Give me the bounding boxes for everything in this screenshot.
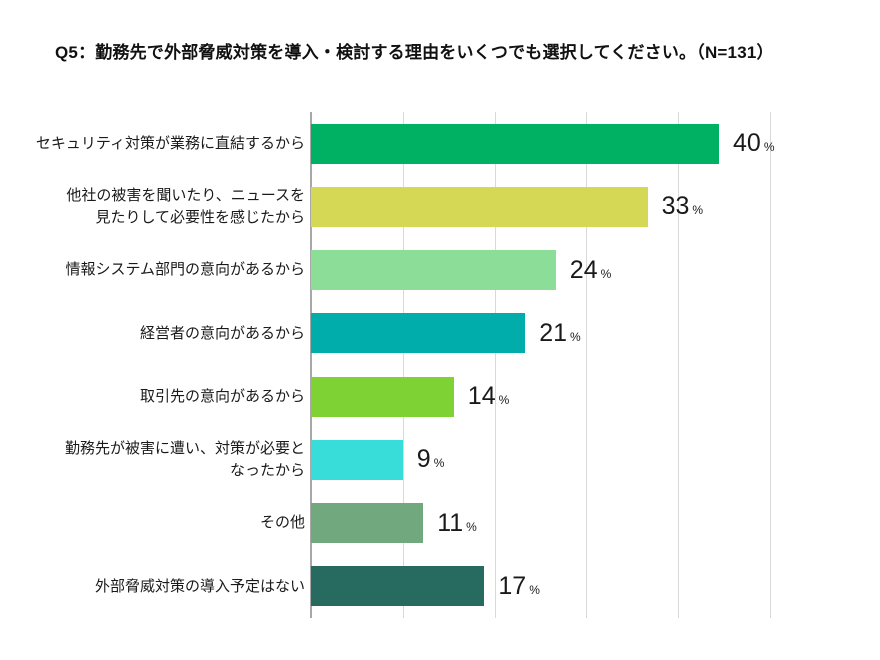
value-number: 33 <box>661 192 690 221</box>
category-label: 勤務先が被害に遭い、対策が必要と なったから <box>64 440 305 479</box>
bar <box>311 186 648 227</box>
bar <box>311 566 485 607</box>
value-label: 21% <box>539 302 580 365</box>
bar <box>311 123 719 164</box>
category-label: 他社の被害を聞いたり、ニュースを 見たりして必要性を感じたから <box>66 187 305 226</box>
percent-sign: % <box>570 329 581 344</box>
bar-chart: セキュリティ対策が業務に直結するから 40% 他社の被害を聞いたり、ニュースを … <box>0 112 880 618</box>
gridline <box>770 112 771 618</box>
category-label: 取引先の意向があるから <box>139 387 305 405</box>
chart-title: Q5：勤務先で外部脅威対策を導入・検討する理由をいくつでも選択してください。（N… <box>55 43 774 62</box>
percent-sign: % <box>600 266 612 281</box>
category-label: セキュリティ対策が業務に直結するから <box>35 134 305 152</box>
gridline <box>402 112 404 618</box>
percent-sign: % <box>466 519 477 534</box>
gridlines <box>310 112 771 618</box>
bar <box>311 313 526 354</box>
value-number: 14 <box>467 382 496 411</box>
percent-sign: % <box>433 456 445 471</box>
bar <box>311 250 556 291</box>
chart-row: セキュリティ対策が業務に直結するから 40% <box>0 112 880 175</box>
value-label: 24% <box>570 239 611 302</box>
chart-row: その他 11% <box>0 492 880 555</box>
value-label: 14% <box>468 365 509 428</box>
percent-sign: % <box>763 140 775 155</box>
value-number: 11 <box>437 508 464 537</box>
value-label: 17% <box>498 555 539 618</box>
value-label: 9% <box>417 428 445 491</box>
value-label: 33% <box>662 175 703 238</box>
category-label: 経営者の意向があるから <box>139 324 305 342</box>
percent-sign: % <box>529 582 540 597</box>
value-number: 17 <box>498 571 527 600</box>
value-number: 24 <box>569 255 598 284</box>
y-axis-line <box>310 112 312 618</box>
category-label: 情報システム部門の意向があるから <box>65 261 305 279</box>
value-number: 21 <box>539 318 567 347</box>
value-label: 11% <box>437 492 477 555</box>
percent-sign: % <box>498 393 510 408</box>
chart-row: 他社の被害を聞いたり、ニュースを 見たりして必要性を感じたから 33% <box>0 175 880 238</box>
gridline <box>586 112 588 618</box>
category-label: 外部脅威対策の導入予定はない <box>94 577 305 595</box>
bar <box>311 376 454 417</box>
gridline <box>494 112 496 618</box>
value-number: 9 <box>416 445 431 474</box>
chart-row: 勤務先が被害に遭い、対策が必要と なったから 9% <box>0 428 880 491</box>
chart-row: 経営者の意向があるから 21% <box>0 302 880 365</box>
value-number: 40 <box>733 129 761 158</box>
category-label: その他 <box>259 514 305 532</box>
chart-row: 取引先の意向があるから 14% <box>0 365 880 428</box>
percent-sign: % <box>692 203 704 218</box>
value-label: 40% <box>733 112 774 175</box>
bar <box>311 503 424 544</box>
gridline <box>678 112 680 618</box>
bar <box>311 439 403 480</box>
chart-row: 情報システム部門の意向があるから 24% <box>0 239 880 302</box>
chart-row: 外部脅威対策の導入予定はない 17% <box>0 555 880 618</box>
